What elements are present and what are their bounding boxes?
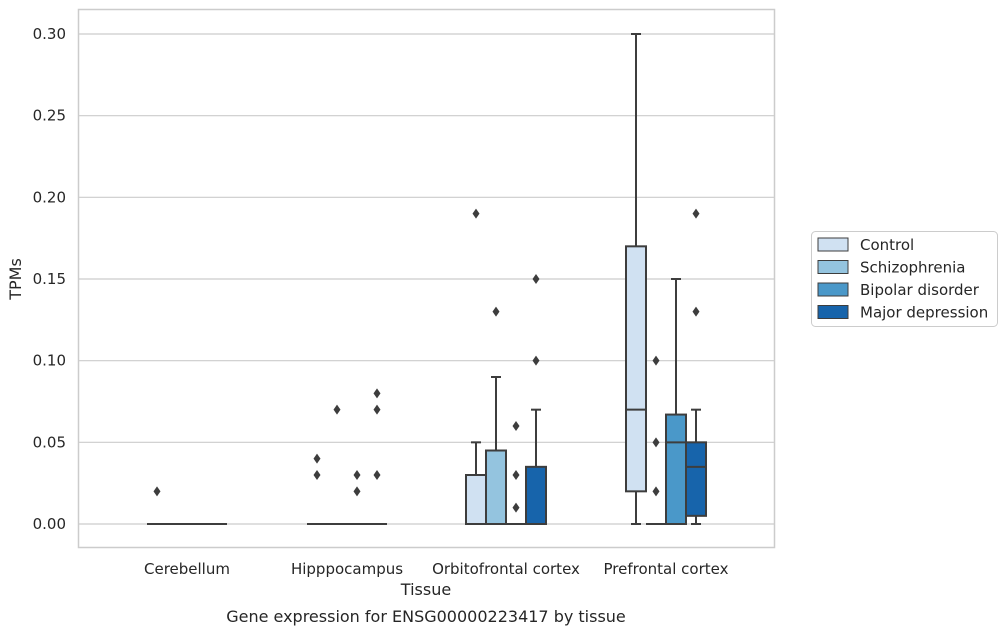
legend-swatch — [817, 237, 849, 252]
x-tick-label: Cerebellum — [144, 560, 230, 578]
box-body — [685, 441, 707, 517]
legend-frame — [811, 231, 998, 327]
chart-caption: Gene expression for ENSG00000223417 by t… — [226, 607, 626, 626]
x-tick-labels: Cerebellum Hipppocampus Orbitofrontal cort… — [144, 560, 729, 578]
x-tick-label: Hipppocampus — [291, 560, 403, 578]
box-body — [525, 465, 547, 526]
box-body — [665, 413, 687, 526]
x-axis-label: Tissue — [400, 580, 451, 599]
legend-label: Major depression — [860, 304, 988, 322]
outlier-point — [373, 470, 381, 480]
box-major-depression — [367, 388, 387, 525]
y-tick-label: 0.00 — [33, 515, 66, 533]
outlier-point — [153, 486, 161, 497]
legend-swatch — [817, 305, 849, 319]
x-tick-label: Orbitofrontal cortex — [432, 560, 580, 578]
y-tick-label: 0.05 — [33, 433, 66, 451]
outlier-point — [532, 355, 540, 366]
legend: Control Schizophrenia Bipolar disorder Majo… — [811, 231, 998, 327]
box-bipolar-disorder — [506, 421, 526, 525]
box-schizophrenia — [327, 404, 347, 525]
y-tick-label: 0.10 — [33, 352, 66, 370]
outlier-point — [692, 306, 700, 317]
legend-swatch — [817, 282, 849, 297]
legend-label: Schizophrenia — [860, 259, 965, 277]
outlier-point — [313, 470, 321, 480]
outlier-point — [512, 470, 520, 480]
box-bipolar-disorder — [347, 470, 367, 525]
outlier-point — [373, 404, 381, 415]
outlier-point — [532, 274, 540, 284]
box-body — [465, 474, 487, 525]
legend-label: Control — [860, 236, 914, 254]
box-body — [625, 245, 647, 493]
box-major-depression — [685, 208, 707, 525]
y-tick-label: 0.15 — [33, 270, 66, 288]
y-tick-labels: 0.00 0.05 0.10 0.15 0.20 0.25 0.30 — [33, 25, 66, 533]
x-tick-label: Prefrontal cortex — [604, 560, 729, 578]
outlier-point — [512, 502, 520, 513]
box-schizophrenia — [485, 306, 507, 525]
outlier-point — [373, 388, 381, 399]
box-marks — [147, 33, 707, 526]
legend-swatch — [817, 260, 849, 274]
y-tick-label: 0.25 — [33, 107, 66, 125]
outlier-point — [652, 486, 660, 497]
box-schizophrenia — [646, 355, 666, 525]
outlier-point — [512, 421, 520, 431]
outlier-point — [353, 486, 361, 497]
box-control — [147, 486, 167, 525]
y-axis-label: TPMs — [6, 258, 25, 301]
y-tick-label: 0.30 — [33, 25, 66, 43]
outlier-point — [692, 208, 700, 219]
outlier-point — [353, 470, 361, 480]
box-major-depression — [525, 274, 547, 526]
outlier-point — [313, 453, 321, 464]
outlier-point — [333, 404, 341, 415]
box-control — [625, 33, 647, 525]
outlier-point — [652, 355, 660, 366]
outlier-point — [652, 437, 660, 448]
legend-label: Bipolar disorder — [860, 281, 980, 299]
box-control — [307, 453, 327, 525]
box-body — [485, 449, 507, 525]
outlier-point — [472, 208, 480, 219]
outlier-point — [492, 306, 500, 317]
box-control — [465, 208, 487, 525]
y-tick-label: 0.20 — [33, 188, 66, 206]
